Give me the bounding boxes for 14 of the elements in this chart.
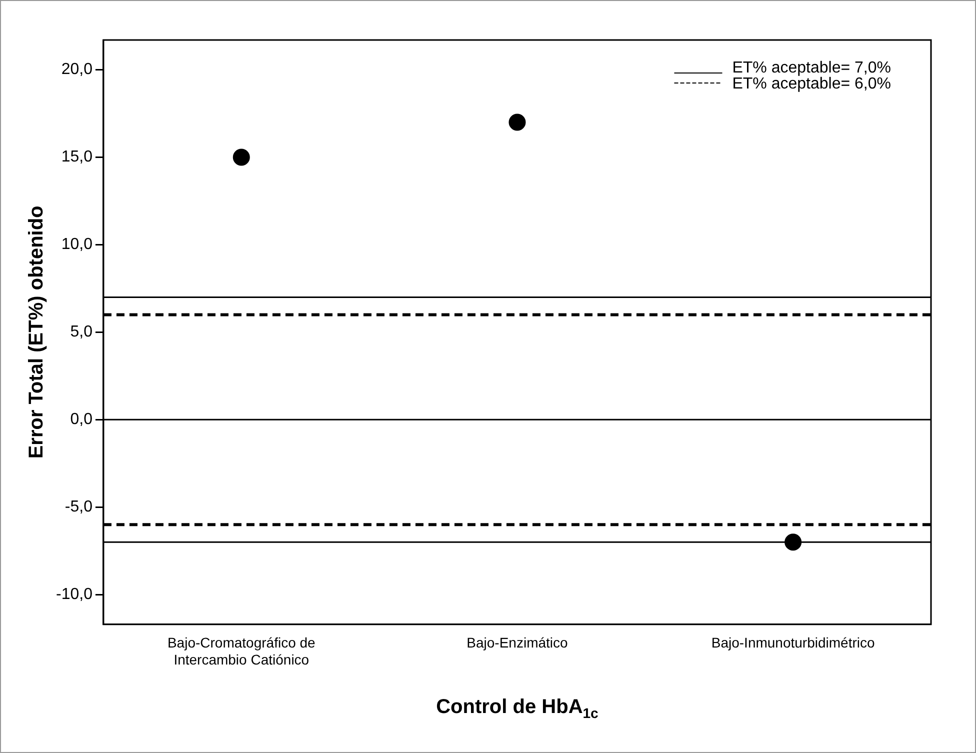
y-tick-label: 0,0 bbox=[70, 411, 93, 428]
y-tick-label: -5,0 bbox=[64, 498, 93, 516]
x-tick-label: Bajo-Enzimático bbox=[466, 634, 568, 651]
y-tick-label: 20,0 bbox=[61, 61, 93, 78]
x-tick-label: Bajo-Inmunoturbidimétrico bbox=[711, 634, 875, 651]
y-tick-label: -10,0 bbox=[56, 586, 93, 604]
x-axis-title: Control de HbA$_{1c}$ bbox=[435, 696, 600, 722]
y-tick-label: 5,0 bbox=[70, 324, 93, 341]
legend-label: ET% aceptable= 6,0% bbox=[732, 75, 891, 92]
y-tick-label: 10,0 bbox=[61, 236, 93, 254]
y-tick-label: 15,0 bbox=[61, 148, 93, 166]
y-axis-title: Error Total (ET%) obtenido bbox=[26, 206, 48, 459]
legend-label: ET% aceptable= 7,0% bbox=[732, 59, 891, 76]
x-tick-label: Bajo-Cromatográfico de Intercambio Catiónico bbox=[167, 634, 316, 668]
